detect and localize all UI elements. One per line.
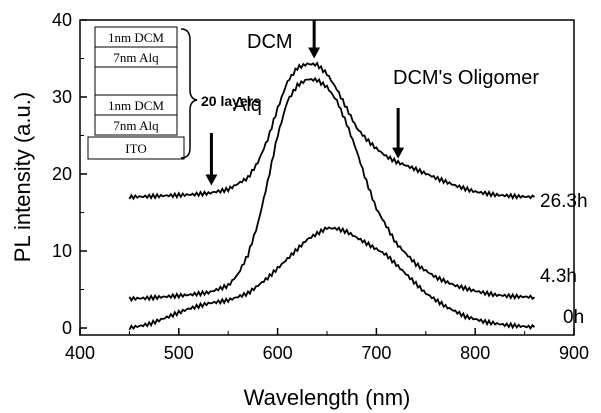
inset-layer-label: 1nm DCM	[108, 30, 164, 45]
inset-brace	[180, 28, 198, 159]
x-tick-label: 700	[361, 343, 391, 363]
inset-layer-label: 7nm Alq	[113, 50, 159, 65]
inset-layer-label: 1nm DCM	[108, 98, 164, 113]
y-tick-label: 10	[52, 241, 72, 261]
inset-brace-label: 20 layers	[201, 93, 261, 109]
curve-label: 4.3h	[540, 266, 577, 287]
y-tick-label: 30	[52, 87, 72, 107]
layer-structure-inset: 1nm DCM 7nm Alq 1nm DCM 7nm Alq ITO 20 l…	[87, 26, 261, 160]
x-axis-label: Wavelength (nm)	[244, 385, 411, 410]
x-tick-label: 900	[559, 343, 589, 363]
series-line	[128, 226, 536, 331]
inset-layer-box	[94, 114, 178, 136]
curve-label: 26.3h	[540, 191, 588, 212]
series-line	[128, 76, 536, 303]
annotation-label: DCM	[247, 31, 293, 53]
annotation-label: Alq	[233, 94, 262, 116]
series-line	[128, 61, 536, 201]
y-tick-label: 20	[52, 164, 72, 184]
y-tick-label: 0	[62, 318, 72, 338]
annotation-layer: DCM DCM's Oligomer Alq	[205, 20, 539, 186]
x-tick-label: 500	[164, 343, 194, 363]
y-axis-label: PL intensity (a.u.)	[10, 92, 35, 262]
x-tick-label: 400	[65, 343, 95, 363]
inset-layer-label: ITO	[125, 141, 146, 156]
series-layer: 26.3h 4.3h 0h	[128, 61, 588, 331]
inset-layer-box	[87, 136, 185, 160]
y-tick-label: 40	[52, 10, 72, 30]
annotation-arrow-head	[392, 147, 405, 159]
inset-layer-label: 7nm Alq	[113, 118, 159, 133]
annotation-label: DCM's Oligomer	[393, 67, 539, 89]
x-tick-label: 800	[460, 343, 490, 363]
curve-label: 0h	[563, 307, 584, 328]
x-tick-label: 600	[263, 343, 293, 363]
annotation-arrow-head	[308, 47, 321, 59]
inset-layer-box	[94, 46, 178, 68]
axis-ticks: 400 500 600 700 800 900 0 10 20 30 40	[52, 10, 589, 363]
annotation-arrow-head	[205, 174, 218, 186]
